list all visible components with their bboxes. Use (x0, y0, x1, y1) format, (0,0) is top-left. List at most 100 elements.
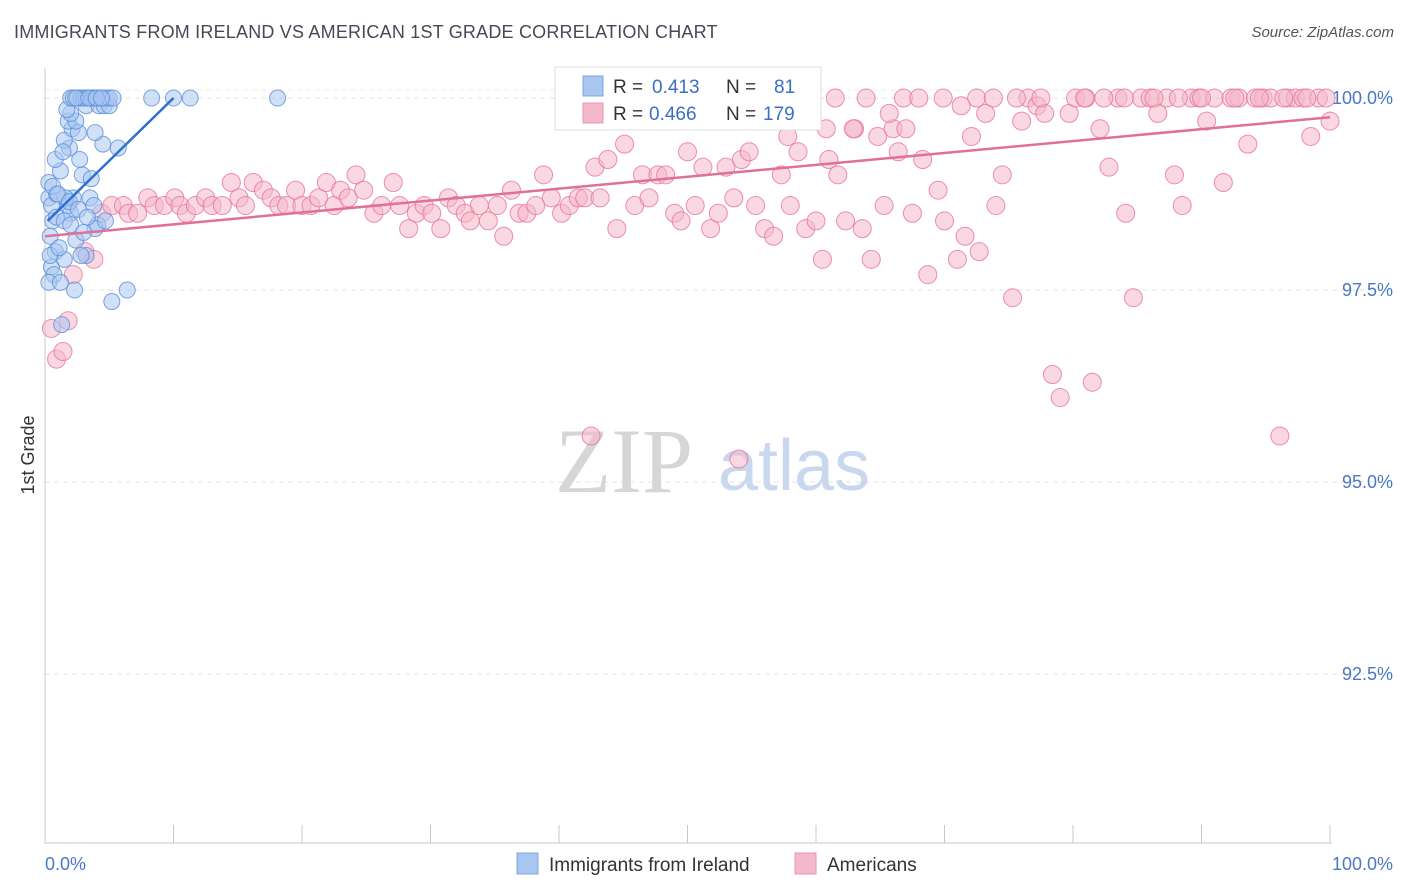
y-tick-label-2: 95.0% (1342, 472, 1393, 492)
americans-point-101 (852, 219, 872, 239)
americans-point-117 (976, 103, 996, 123)
americans-point-2 (53, 341, 73, 361)
ireland-point-36 (86, 124, 104, 142)
legend-n-value-americans: 179 (763, 104, 795, 125)
americans-point-38 (346, 165, 366, 185)
americans-point-95 (806, 211, 826, 231)
chart-title: IMMIGRANTS FROM IRELAND VS AMERICAN 1ST … (14, 22, 718, 42)
legend-r-label-ireland: R = (613, 77, 643, 98)
americans-point-165 (909, 88, 929, 108)
watermark-zip: ZIP (555, 410, 693, 512)
americans-point-85 (724, 188, 744, 208)
ireland-trend-line (46, 97, 175, 222)
americans-point-157 (1301, 126, 1321, 146)
americans-point-37 (338, 188, 358, 208)
americans-point-159 (1316, 88, 1336, 108)
x-tick-label-0: 0.0% (45, 854, 86, 874)
americans-point-186 (879, 103, 899, 123)
americans-point-44 (399, 219, 419, 239)
americans-point-179 (1297, 88, 1317, 108)
americans-trend-line (44, 115, 1331, 238)
watermark: ZIP atlas (555, 410, 870, 512)
y-tick-label-3: 92.5% (1342, 664, 1393, 684)
americans-point-56 (494, 226, 514, 246)
americans-point-177 (1249, 88, 1269, 108)
ireland-point-81 (54, 143, 72, 161)
americans-point-171 (1094, 88, 1114, 108)
americans-point-180 (729, 449, 749, 469)
americans-points (41, 88, 1340, 469)
americans-point-90 (764, 226, 784, 246)
americans-point-48 (431, 219, 451, 239)
americans-point-134 (1116, 203, 1136, 223)
americans-point-185 (843, 119, 863, 139)
americans-point-146 (1213, 173, 1233, 193)
americans-point-162 (825, 88, 845, 108)
americans-point-169 (1031, 88, 1051, 108)
americans-point-82 (701, 219, 721, 239)
legend-n-value-ireland: 81 (774, 77, 795, 98)
americans-point-39 (354, 180, 374, 200)
americans-point-153 (1270, 426, 1290, 446)
americans-point-87 (739, 142, 759, 162)
americans-point-149 (1238, 134, 1258, 154)
americans-point-93 (788, 142, 808, 162)
bottom-legend-swatch-ireland (516, 852, 539, 875)
americans-point-110 (918, 265, 938, 285)
americans-point-78 (671, 211, 691, 231)
americans-point-79 (678, 142, 697, 162)
americans-point-88 (746, 196, 766, 216)
americans-point-118 (986, 196, 1006, 216)
americans-point-132 (1099, 157, 1119, 177)
americans-point-108 (902, 203, 922, 223)
americans-point-120 (1003, 288, 1023, 308)
americans-point-33 (309, 188, 329, 208)
americans-point-111 (928, 180, 948, 200)
legend-n-label-americans: N = (726, 104, 756, 125)
americans-point-61 (534, 165, 554, 185)
americans-point-96 (812, 249, 832, 269)
legend-n-label-ireland: N = (726, 77, 756, 98)
ireland-point-11 (103, 293, 121, 311)
americans-point-113 (947, 249, 967, 269)
source-label: Source: ZipAtlas.com (1251, 24, 1394, 41)
legend-r-label-americans: R = (613, 104, 643, 125)
ireland-point-15 (72, 246, 90, 264)
americans-point-175 (1192, 88, 1211, 108)
americans-point-11 (128, 203, 148, 223)
legend-r-value-americans: 0.466 (649, 104, 697, 125)
bottom-legend-label-ireland: Immigrants from Ireland (549, 855, 750, 876)
americans-point-57 (501, 180, 521, 200)
ireland-point-65 (143, 89, 161, 107)
americans-point-112 (935, 211, 954, 231)
bottom-legend-swatch-americans (794, 852, 817, 875)
y-tick-labels: 100.0% 97.5% 95.0% 92.5% (1332, 88, 1393, 684)
americans-point-178 (1274, 88, 1294, 108)
americans-point-131 (1090, 119, 1110, 139)
ireland-point-10 (118, 281, 136, 299)
americans-point-22 (221, 173, 241, 193)
trend-lines (44, 97, 1331, 238)
ireland-point-9 (66, 281, 84, 299)
americans-point-104 (874, 196, 894, 216)
americans-point-21 (212, 196, 232, 216)
americans-point-181 (581, 426, 601, 446)
americans-point-140 (1165, 165, 1185, 185)
americans-point-126 (1050, 388, 1070, 408)
americans-point-102 (861, 249, 881, 269)
americans-point-187 (933, 88, 953, 108)
stats-legend: R = 0.413 N = 81 R = 0.466 N = 179 (554, 66, 822, 131)
americans-point-115 (961, 126, 981, 146)
americans-point-173 (1144, 88, 1164, 108)
americans-point-135 (1123, 288, 1143, 308)
ireland-point-77 (50, 239, 68, 257)
bottom-legend: Immigrants from Ireland Americans (516, 852, 917, 876)
y-tick-label-1: 97.5% (1342, 280, 1393, 300)
americans-point-130 (1082, 372, 1102, 392)
americans-point-83 (708, 203, 728, 223)
ireland-point-74 (78, 208, 96, 226)
americans-point-80 (685, 196, 705, 216)
y-axis-label: 1st Grade (18, 415, 38, 494)
americans-point-81 (693, 157, 713, 177)
americans-point-160 (1320, 111, 1340, 131)
